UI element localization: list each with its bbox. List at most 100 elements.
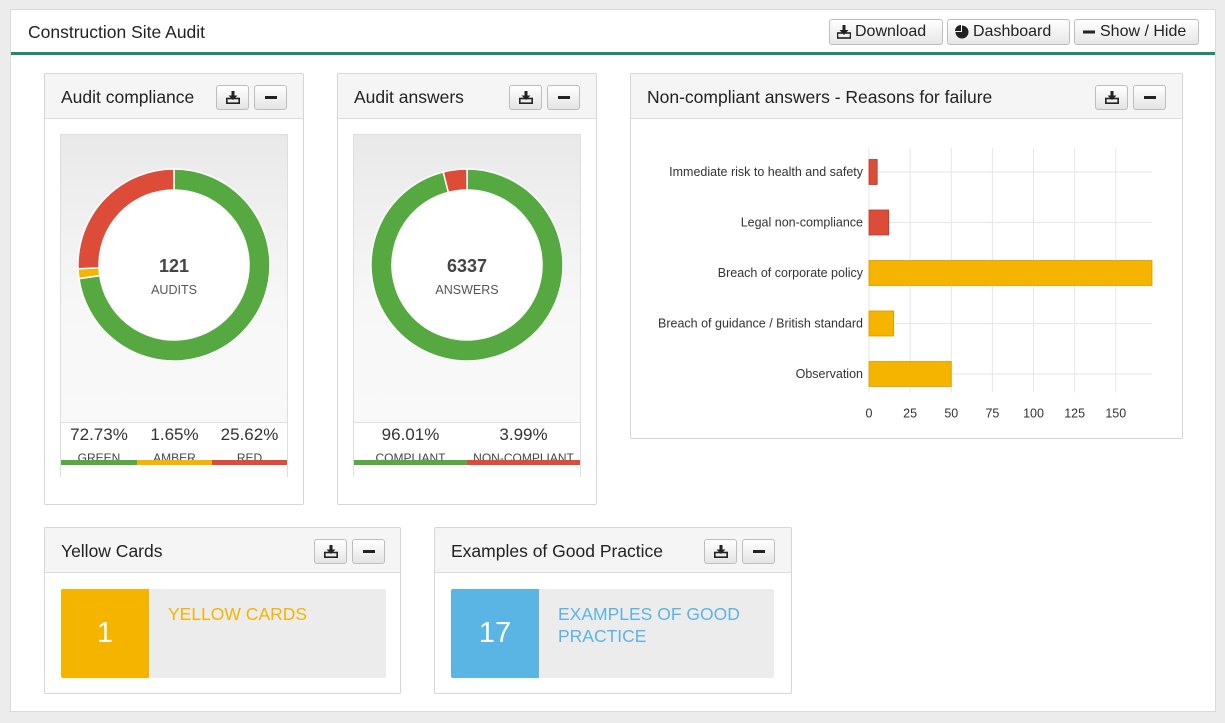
- collapse-button[interactable]: [742, 539, 775, 564]
- stat-color-bar: [212, 460, 287, 465]
- audit-compliance-panel: Audit compliance 121 AUDITS 72.73% GREEN…: [44, 73, 304, 505]
- panel-header: Non-compliant answers - Reasons for fail…: [631, 74, 1182, 119]
- bar[interactable]: [868, 209, 890, 236]
- panel-title: Audit compliance: [61, 87, 195, 107]
- panel-title: Non-compliant answers - Reasons for fail…: [647, 87, 993, 107]
- category-label: Breach of corporate policy: [718, 266, 864, 280]
- bar-chart: 0 25 50 75 100 125 150 Immediate risk to health…: [658, 148, 1153, 421]
- export-button[interactable]: [509, 85, 542, 110]
- center-label: AUDITS: [151, 283, 197, 297]
- download-icon: [519, 91, 533, 104]
- donut-chart: 121 AUDITS 72.73% GREEN 1.65% AMBER 25.6…: [60, 134, 288, 478]
- donut-hole: [393, 191, 541, 339]
- center-value: 6337: [446, 256, 488, 276]
- stat-amber: 1.65% AMBER: [137, 423, 212, 465]
- yellow-cards-info-box[interactable]: 1 YELLOW CARDS: [61, 589, 386, 678]
- legend-stats: 72.73% GREEN 1.65% AMBER 25.62% RED: [61, 422, 287, 478]
- collapse-button[interactable]: [352, 539, 385, 564]
- minus-icon: [265, 96, 277, 99]
- stat-percent: 3.99%: [499, 425, 548, 444]
- download-label: Download: [855, 23, 927, 40]
- stat-color-bar: [354, 460, 467, 465]
- panel-title: Yellow Cards: [61, 541, 163, 561]
- show-hide-button[interactable]: Show / Hide: [1074, 19, 1199, 45]
- export-button[interactable]: [1095, 85, 1128, 110]
- yellow-cards-panel: Yellow Cards 1 YELLOW CARDS: [44, 527, 401, 694]
- x-tick-label: 150: [1105, 407, 1126, 421]
- panel-header: Audit answers: [338, 74, 596, 119]
- export-button[interactable]: [216, 85, 249, 110]
- center-value: 121: [158, 256, 190, 276]
- donut-segment-non-compliant[interactable]: [442, 168, 468, 194]
- download-button[interactable]: Download: [829, 19, 943, 45]
- donut-hole: [100, 191, 248, 339]
- bar[interactable]: [868, 361, 952, 387]
- download-icon: [324, 545, 338, 558]
- download-icon: [836, 25, 852, 39]
- stat-red: 25.62% RED: [212, 423, 287, 465]
- stat-percent: 1.65%: [150, 425, 199, 444]
- donut-segment-green[interactable]: [78, 168, 271, 362]
- bar[interactable]: [868, 310, 895, 337]
- stat-noncompliant: 3.99% NON-COMPLIANT: [467, 423, 580, 465]
- minus-icon: [1144, 96, 1156, 99]
- x-tick-label: 25: [903, 407, 917, 421]
- minus-icon: [1082, 25, 1096, 39]
- download-icon: [714, 545, 728, 558]
- dashboard-label: Dashboard: [973, 23, 1052, 40]
- category-label: Immediate risk to health and safety: [669, 165, 864, 179]
- stat-percent: 25.62%: [220, 425, 279, 444]
- noncompliant-panel: Non-compliant answers - Reasons for fail…: [630, 73, 1183, 439]
- x-tick-label: 0: [866, 407, 873, 421]
- category-label: Legal non-compliance: [741, 216, 863, 230]
- stat-compliant: 96.01% COMPLIANT: [354, 423, 467, 465]
- stat-percent: 96.01%: [381, 425, 440, 444]
- minus-icon: [558, 96, 570, 99]
- category-label: Breach of guidance / British standard: [658, 317, 863, 331]
- x-tick-label: 125: [1064, 407, 1085, 421]
- donut-segment-compliant[interactable]: [370, 168, 564, 362]
- bar[interactable]: [868, 260, 1153, 286]
- info-count: 1: [61, 589, 149, 678]
- show-hide-label: Show / Hide: [1100, 23, 1187, 40]
- audit-answers-panel: Audit answers 6337 ANSWERS 96.01% COMPLI…: [337, 73, 597, 505]
- export-button[interactable]: [314, 539, 347, 564]
- minus-icon: [363, 550, 375, 553]
- stat-color-bar: [467, 460, 580, 465]
- info-count: 17: [451, 589, 539, 678]
- pie-chart-icon: [955, 25, 969, 39]
- category-label: Observation: [796, 367, 863, 381]
- donut-svg: [370, 168, 564, 362]
- good-practice-panel: Examples of Good Practice 17 EXAMPLES OF…: [434, 527, 792, 694]
- stat-percent: 72.73%: [70, 425, 128, 444]
- panel-title: Examples of Good Practice: [451, 541, 664, 561]
- stat-green: 72.73% GREEN: [61, 423, 137, 465]
- info-label: EXAMPLES OF GOOD PRACTICE: [558, 604, 740, 646]
- panel-title: Audit answers: [354, 87, 464, 107]
- info-label: YELLOW CARDS: [168, 604, 308, 624]
- download-icon: [226, 91, 240, 104]
- x-tick-label: 50: [944, 407, 958, 421]
- donut-segment-red[interactable]: [77, 168, 175, 270]
- download-icon: [1105, 91, 1119, 104]
- legend-stats: 96.01% COMPLIANT 3.99% NON-COMPLIANT: [354, 422, 580, 478]
- dashboard-button[interactable]: Dashboard: [947, 19, 1070, 45]
- panel-header: Yellow Cards: [45, 528, 400, 573]
- donut-chart: 6337 ANSWERS 96.01% COMPLIANT 3.99% NON-…: [353, 134, 581, 478]
- collapse-button[interactable]: [254, 85, 287, 110]
- good-practice-info-box[interactable]: 17 EXAMPLES OF GOOD PRACTICE: [451, 589, 774, 678]
- stat-color-bar: [61, 460, 137, 465]
- stat-color-bar: [137, 460, 212, 465]
- export-button[interactable]: [704, 539, 737, 564]
- collapse-button[interactable]: [547, 85, 580, 110]
- donut-svg: [77, 168, 271, 362]
- main-header: Construction Site Audit Download Dashboa…: [11, 10, 1215, 55]
- minus-icon: [753, 550, 765, 553]
- panel-header: Audit compliance: [45, 74, 303, 119]
- collapse-button[interactable]: [1133, 85, 1166, 110]
- center-label: ANSWERS: [435, 283, 499, 297]
- x-tick-label: 75: [985, 407, 999, 421]
- page-title: Construction Site Audit: [28, 22, 206, 42]
- panel-header: Examples of Good Practice: [435, 528, 791, 573]
- bar[interactable]: [868, 159, 878, 185]
